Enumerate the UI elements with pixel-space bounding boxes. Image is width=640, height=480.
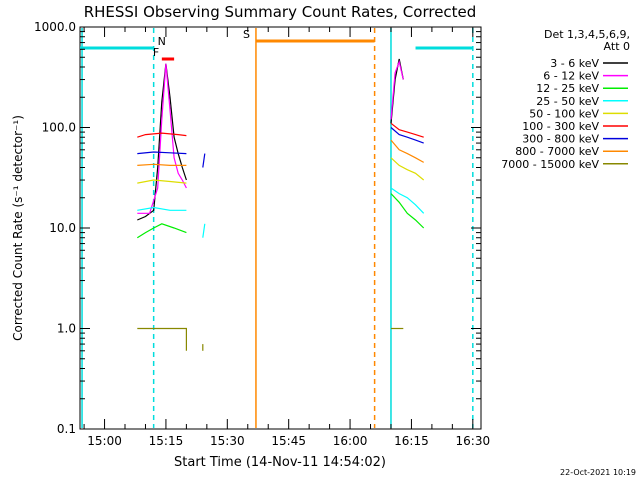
legend-item-label-6: 300 - 800 keV — [522, 133, 599, 146]
flag-bars: NF S — [80, 28, 473, 61]
x-tick-label-0: 15:00 — [87, 434, 122, 448]
legend-item-label-5: 100 - 300 keV — [522, 120, 599, 133]
legend-item-label-2: 12 - 25 keV — [536, 82, 599, 95]
y-tick-label-2: 10.0 — [49, 221, 76, 235]
y-tick-label-0: 0.1 — [57, 422, 76, 436]
legend-header-line-2: Att 0 — [604, 40, 630, 53]
series-line-0-segment-0 — [137, 63, 187, 221]
x-tick-label-1: 15:15 — [149, 434, 184, 448]
x-tick-label-4: 16:00 — [333, 434, 368, 448]
series-line-3-segment-1 — [202, 223, 206, 238]
x-tick-label-3: 15:45 — [271, 434, 306, 448]
series-line-4-segment-0 — [137, 179, 187, 184]
x-tick-label-6: 16:30 — [456, 434, 491, 448]
legend-item-label-0: 3 - 6 keV — [550, 57, 599, 70]
series-line-5-segment-1 — [390, 122, 424, 138]
y-axis-ticks: 0.1 1.0 10.0 100.0 1000.0 — [34, 20, 481, 436]
series-line-1-segment-1 — [390, 59, 404, 120]
series-line-1-segment-0 — [137, 63, 187, 214]
legend-item-label-8: 7000 - 15000 keV — [501, 158, 599, 171]
y-tick-label-1: 1.0 — [57, 322, 76, 336]
series-line-6-segment-1 — [202, 153, 206, 168]
series-line-2-segment-1 — [390, 193, 425, 229]
x-tick-label-5: 16:15 — [394, 434, 429, 448]
series-line-7-segment-0 — [137, 163, 187, 166]
plot-frame — [79, 26, 482, 430]
series-line-8-segment-0 — [137, 327, 187, 351]
series-lines — [136, 58, 425, 351]
x-axis-ticks: 15:00 15:15 15:30 15:45 16:00 16:15 16:30 — [83, 27, 491, 448]
series-line-3-segment-2 — [390, 187, 425, 214]
legend-header-line-1: Det 1,3,4,5,6,9, — [544, 28, 630, 41]
series-line-2-segment-0 — [136, 223, 187, 239]
series-line-5-segment-0 — [137, 132, 187, 138]
x-tick-label-2: 15:30 — [210, 434, 245, 448]
series-line-3-segment-0 — [137, 206, 187, 211]
legend-item-label-3: 25 - 50 keV — [536, 95, 599, 108]
series-line-4-segment-1 — [390, 157, 425, 181]
series-line-7-segment-1 — [390, 139, 424, 163]
legend-item-label-7: 800 - 7000 keV — [515, 145, 599, 158]
series-line-6-segment-0 — [137, 151, 187, 155]
flag-label-s: S — [243, 28, 250, 41]
legend-item-label-4: 50 - 100 keV — [529, 107, 599, 120]
chart-title: RHESSI Observing Summary Count Rates, Co… — [84, 3, 477, 21]
y-tick-label-4: 1000.0 — [34, 20, 76, 34]
render-timestamp: 22-Oct-2021 10:19 — [560, 468, 636, 477]
series-line-6-segment-2 — [390, 127, 424, 144]
legend-item-label-1: 6 - 12 keV — [543, 70, 599, 83]
vertical-markers — [81, 28, 474, 428]
flag-label-n: N — [158, 35, 166, 48]
y-tick-label-3: 100.0 — [42, 121, 76, 135]
flag-label-f: F — [153, 46, 159, 59]
x-axis-label: Start Time (14-Nov-11 14:54:02) — [174, 455, 386, 470]
y-axis-label: Corrected Count Rate (s⁻¹ detector⁻¹) — [11, 115, 25, 341]
